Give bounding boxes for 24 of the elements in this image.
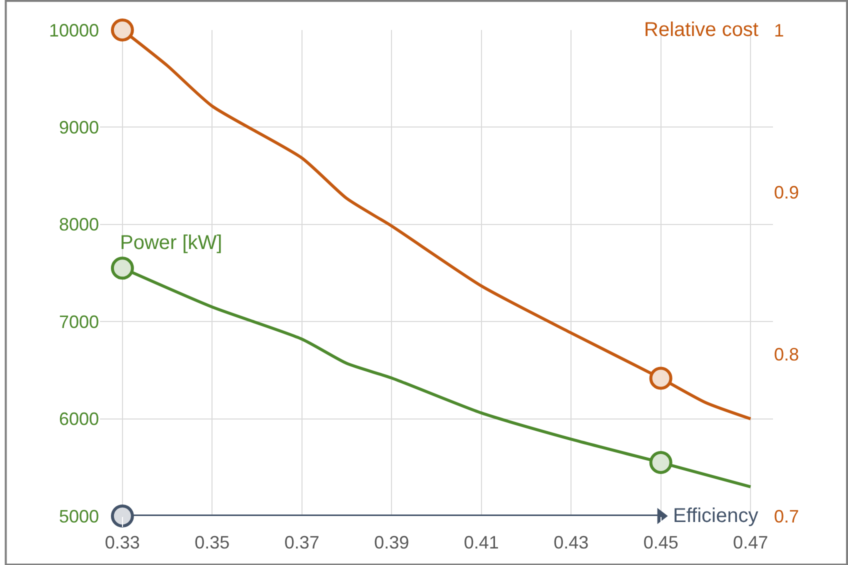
x-tick-label: 0.35	[194, 532, 230, 553]
point	[110, 256, 134, 280]
y2-tick-label: 0.9	[774, 182, 800, 202]
x-tick-label: 0.33	[104, 532, 140, 553]
x-tick-label: 0.45	[643, 532, 678, 553]
y-tick-label: 10000	[48, 20, 99, 40]
x-tick-label: 0.43	[554, 532, 589, 553]
y-tick-label: 5000	[58, 506, 99, 526]
y-tick-label: 7000	[58, 312, 99, 332]
x-tick-label: 0.37	[284, 532, 320, 553]
point	[649, 451, 672, 474]
x-tick-label: 0.41	[464, 532, 499, 553]
series-label: Power [kW]	[120, 232, 222, 254]
y2-tick-label: 0.8	[774, 344, 800, 364]
x-axis-title: Efficiency	[673, 505, 758, 527]
y-tick-label: 9000	[58, 118, 99, 138]
y-tick-label: 8000	[58, 214, 99, 235]
y2-tick-label: 0.7	[774, 506, 800, 526]
y-tick-label: 6000	[58, 409, 99, 430]
text: Relative cost	[644, 19, 759, 41]
point	[110, 504, 134, 528]
x-tick-label: 0.47	[733, 532, 768, 553]
y2-tick-label: 1	[774, 20, 784, 40]
x-tick-label: 0.39	[374, 532, 410, 553]
